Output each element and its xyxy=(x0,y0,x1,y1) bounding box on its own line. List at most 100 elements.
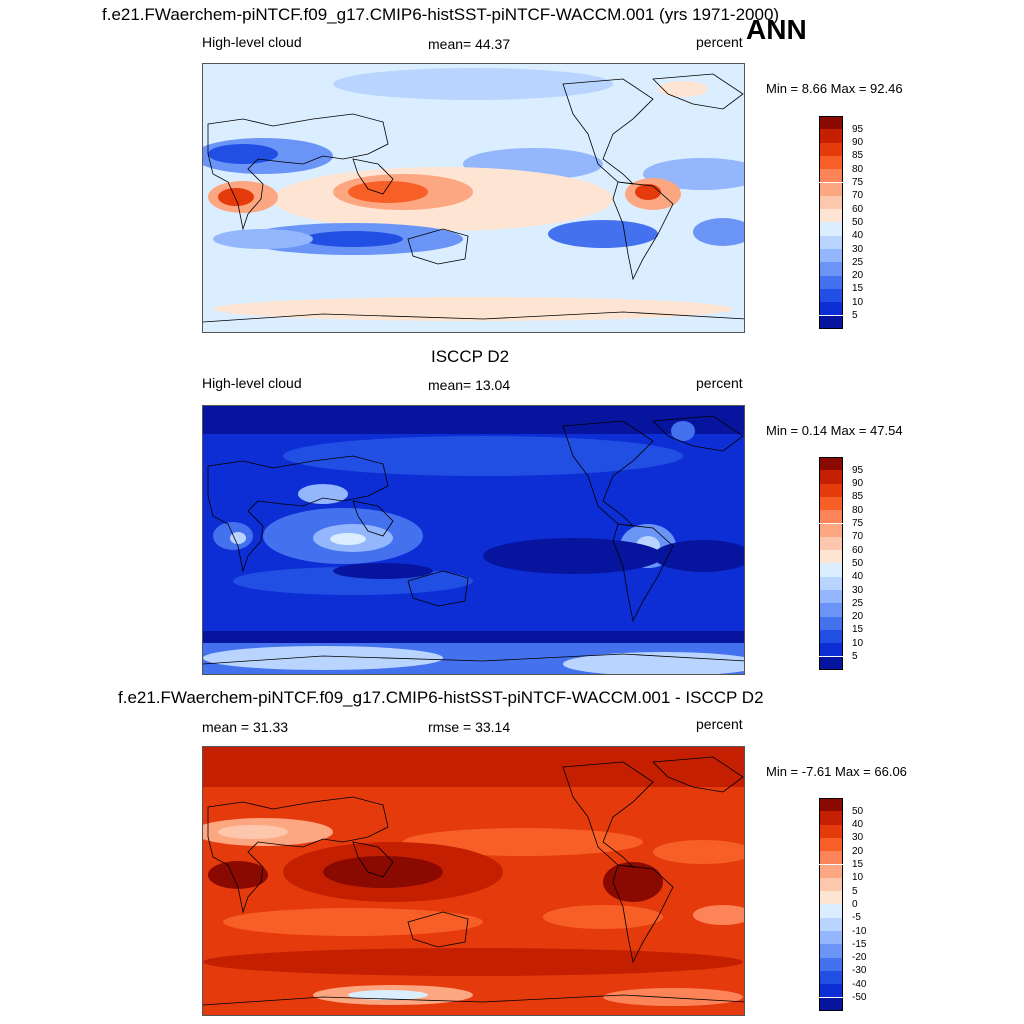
panel-2-minmax: Min = 0.14 Max = 47.54 xyxy=(766,423,903,438)
colorbar-swatch xyxy=(819,536,843,551)
colorbar-swatch xyxy=(819,169,843,183)
colorbar-swatch xyxy=(819,603,843,617)
panel-3-title: f.e21.FWaerchem-piNTCF.f09_g17.CMIP6-his… xyxy=(118,688,764,707)
panel-1-mean-label: mean= 44.37 xyxy=(428,36,511,52)
colorbar-label: 5 xyxy=(852,651,858,662)
colorbar-label: 5 xyxy=(852,886,858,897)
colorbar-label: -40 xyxy=(852,979,867,990)
colorbar-swatch xyxy=(819,195,843,210)
panel-1-units-label: percent xyxy=(696,34,743,50)
colorbar-swatch xyxy=(819,944,843,958)
colorbar-label: 15 xyxy=(852,624,864,635)
colorbar-label: 30 xyxy=(852,244,864,255)
colorbar-label: 5 xyxy=(852,310,858,321)
panel-2-mean-label: mean= 13.04 xyxy=(428,377,511,393)
colorbar-swatch xyxy=(819,798,843,812)
colorbar-swatch xyxy=(819,116,843,130)
panel-3-units-label: percent xyxy=(696,716,743,732)
colorbar-swatch xyxy=(819,917,843,931)
colorbar-label: 15 xyxy=(852,859,864,870)
colorbar-swatch xyxy=(819,209,843,223)
colorbar-label: 75 xyxy=(852,177,864,188)
colorbar-label: 25 xyxy=(852,598,864,609)
colorbar-swatch xyxy=(819,891,843,905)
colorbar-swatch xyxy=(819,904,843,918)
colorbar-label: 90 xyxy=(852,478,864,489)
colorbar-label: 20 xyxy=(852,270,864,281)
colorbar-swatch xyxy=(819,563,843,577)
colorbar-swatch xyxy=(819,931,843,945)
colorbar-swatch xyxy=(819,288,843,303)
colorbar-swatch xyxy=(819,510,843,524)
panel-3-mean-label: mean = 31.33 xyxy=(202,719,289,735)
colorbar-swatch xyxy=(819,302,843,316)
colorbar-label: 95 xyxy=(852,124,864,135)
colorbar-swatch xyxy=(819,656,843,670)
colorbar-swatch xyxy=(819,249,843,263)
colorbar-label: -10 xyxy=(852,926,867,937)
colorbar-label: 10 xyxy=(852,297,864,308)
colorbar-swatch xyxy=(819,470,843,484)
colorbar-label: 85 xyxy=(852,150,864,161)
panel-1-variable-label: High-level cloud xyxy=(202,34,302,50)
panel-2-map xyxy=(202,405,745,675)
colorbar-label: 15 xyxy=(852,283,864,294)
colorbar-label: 10 xyxy=(852,638,864,649)
colorbar-swatch xyxy=(819,643,843,657)
colorbar-swatch xyxy=(819,457,843,471)
colorbar-swatch xyxy=(819,616,843,630)
colorbar-label: 60 xyxy=(852,545,864,556)
colorbar-swatch xyxy=(819,864,843,878)
colorbar-swatch xyxy=(819,957,843,971)
colorbar-label: 70 xyxy=(852,531,864,542)
colorbar-label: 25 xyxy=(852,257,864,268)
colorbar-swatch xyxy=(819,142,843,156)
colorbar-label: 70 xyxy=(852,190,864,201)
panel-1-minmax: Min = 8.66 Max = 92.46 xyxy=(766,81,903,96)
colorbar-swatch xyxy=(819,824,843,838)
colorbar-swatch xyxy=(819,629,843,644)
colorbar-label: 85 xyxy=(852,491,864,502)
panel-1-map xyxy=(202,63,745,333)
colorbar-swatch xyxy=(819,984,843,998)
colorbar-label: 75 xyxy=(852,518,864,529)
panel-2-title: ISCCP D2 xyxy=(431,347,510,366)
panel-3-minmax: Min = -7.61 Max = 66.06 xyxy=(766,764,907,779)
colorbar-label: 10 xyxy=(852,872,864,883)
colorbar-label: 80 xyxy=(852,164,864,175)
colorbar-swatch xyxy=(819,235,843,249)
panel-1-title: f.e21.FWaerchem-piNTCF.f09_g17.CMIP6-his… xyxy=(102,5,780,24)
colorbar-label: 90 xyxy=(852,137,864,148)
colorbar-swatch xyxy=(819,155,843,170)
colorbar-swatch xyxy=(819,970,843,985)
colorbar-swatch xyxy=(819,483,843,497)
colorbar-label: 50 xyxy=(852,558,864,569)
panel-3-map xyxy=(202,746,745,1016)
colorbar-swatch xyxy=(819,129,843,143)
colorbar-swatch xyxy=(819,315,843,329)
colorbar-label: -20 xyxy=(852,952,867,963)
colorbar-label: -15 xyxy=(852,939,867,950)
colorbar-label: 30 xyxy=(852,585,864,596)
colorbar-label: 95 xyxy=(852,465,864,476)
colorbar-label: 50 xyxy=(852,217,864,228)
colorbar-swatch xyxy=(819,811,843,825)
colorbar-swatch xyxy=(819,262,843,276)
season-label: ANN xyxy=(746,14,807,45)
colorbar-label: 40 xyxy=(852,571,864,582)
colorbar-swatch xyxy=(819,997,843,1011)
colorbar-label: 50 xyxy=(852,806,864,817)
colorbar-swatch xyxy=(819,496,843,511)
colorbar-swatch xyxy=(819,523,843,537)
colorbar-label: -30 xyxy=(852,965,867,976)
colorbar-label: 80 xyxy=(852,505,864,516)
colorbar-label: 20 xyxy=(852,846,864,857)
colorbar-label: 0 xyxy=(852,899,858,910)
colorbar-label: -50 xyxy=(852,992,867,1003)
panel-3-rmse-label: rmse = 33.14 xyxy=(428,719,511,735)
colorbar-swatch xyxy=(819,851,843,865)
colorbar-label: -5 xyxy=(852,912,861,923)
colorbar-label: 30 xyxy=(852,832,864,843)
colorbar-label: 40 xyxy=(852,819,864,830)
colorbar-swatch xyxy=(819,222,843,236)
